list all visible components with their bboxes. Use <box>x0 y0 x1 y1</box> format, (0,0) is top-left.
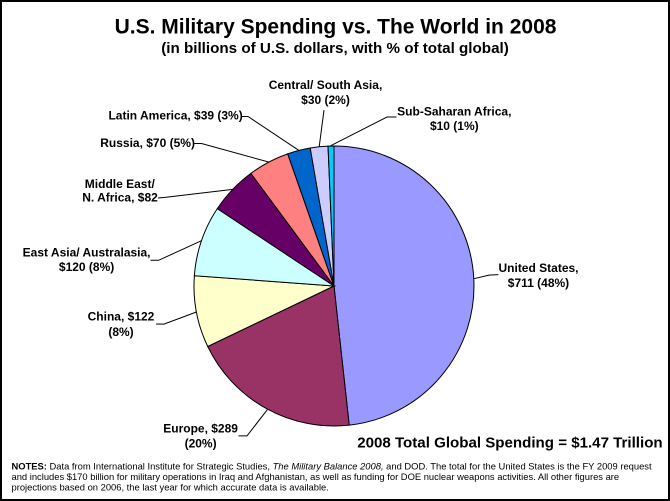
svg-text:Europe, $289: Europe, $289 <box>163 422 238 436</box>
svg-text:(8%): (8%) <box>108 325 133 339</box>
svg-text:$120 (8%): $120 (8%) <box>59 260 114 274</box>
svg-text:United States,: United States, <box>498 261 578 275</box>
svg-text:East Asia/ Australasia,: East Asia/ Australasia, <box>23 245 151 259</box>
svg-text:NOTES: Data from International: NOTES: Data from International Institute… <box>12 460 652 471</box>
svg-text:N. Africa, $82: N. Africa, $82 <box>82 191 158 205</box>
svg-text:China, $122: China, $122 <box>88 310 155 324</box>
svg-text:and includes $170 billion for: and includes $170 billion for military o… <box>12 471 620 482</box>
svg-text:Sub-Saharan Africa,: Sub-Saharan Africa, <box>397 105 511 119</box>
svg-text:Central/ South Asia,: Central/ South Asia, <box>269 78 383 92</box>
svg-text:(in billions of U.S. dollars,: (in billions of U.S. dollars, with % of … <box>161 40 509 57</box>
svg-text:$10 (1%): $10 (1%) <box>430 119 479 133</box>
svg-text:Middle East/: Middle East/ <box>85 177 156 191</box>
svg-text:(20%): (20%) <box>185 436 217 450</box>
svg-text:$30 (2%): $30 (2%) <box>301 93 350 107</box>
svg-text:2008 Total Global Spending = $: 2008 Total Global Spending = $1.47 Trill… <box>357 434 662 451</box>
svg-text:U.S. Military Spending vs. The: U.S. Military Spending vs. The World in … <box>115 16 557 39</box>
svg-text:Latin America, $39 (3%): Latin America, $39 (3%) <box>108 109 242 123</box>
svg-text:projections based on 2006, the: projections based on 2006, the last year… <box>12 482 329 493</box>
svg-text:$711 (48%): $711 (48%) <box>508 276 569 290</box>
svg-text:Russia, $70 (5%): Russia, $70 (5%) <box>100 136 195 150</box>
